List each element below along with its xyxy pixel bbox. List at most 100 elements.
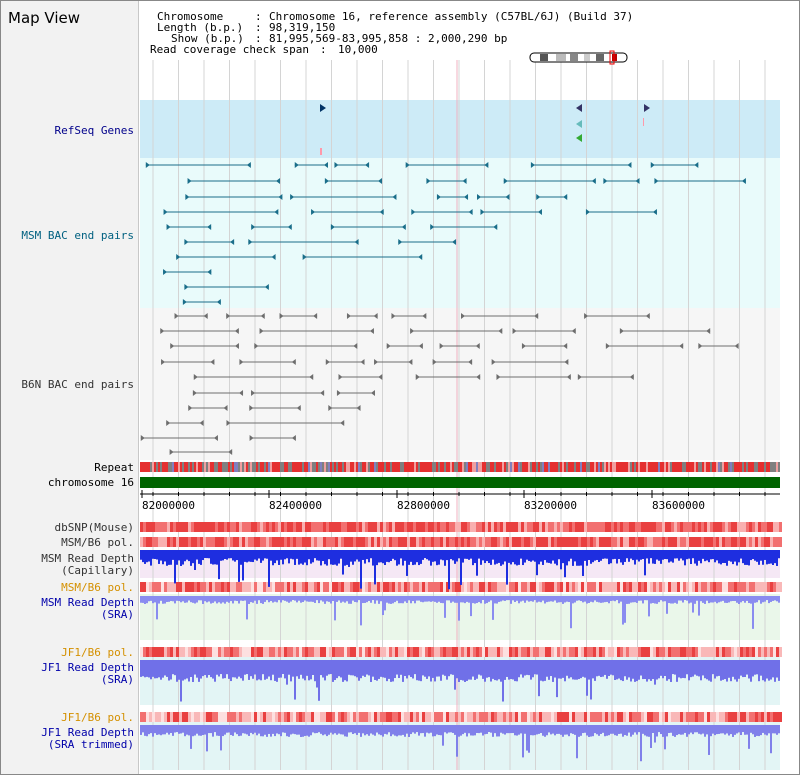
jf1-b6-pol-strip — [353, 647, 356, 657]
track-label-msm-depth-capillary[interactable]: MSM Read Depth — [41, 552, 134, 565]
jf1-b6-pol-strip — [497, 647, 500, 657]
track-label-msm-depth-sra[interactable]: MSM Read Depth — [41, 596, 134, 609]
jf1-b6-pol-strip — [173, 647, 176, 657]
dbsnp-strip — [143, 522, 146, 532]
dbsnp-strip — [704, 522, 707, 532]
jf1-trim-depth-bar — [204, 725, 206, 735]
track-label-jf1-depth-trimmed[interactable]: JF1 Read Depth — [41, 726, 134, 739]
msm-cap-depth-bar — [348, 550, 350, 567]
msm-sra-depth-bar — [626, 596, 628, 604]
jf1-sra-depth-bar — [760, 660, 762, 676]
msm-cap-depth-bar — [490, 550, 492, 565]
repeat-segment — [704, 462, 706, 472]
msm-b6-pol-strip — [752, 537, 755, 547]
jf1-b6-pol-strip-2 — [275, 712, 278, 722]
msm-b6-pol-strip-2 — [518, 582, 521, 592]
dbsnp-strip — [728, 522, 731, 532]
jf1-b6-pol-strip-2 — [704, 712, 707, 722]
dbsnp-strip — [749, 522, 752, 532]
msm-b6-pol-strip — [482, 537, 485, 547]
msm-sra-depth-bar — [670, 596, 672, 604]
jf1-b6-pol-strip-2 — [734, 712, 737, 722]
repeat-segment — [692, 462, 694, 472]
jf1-trim-depth-bar — [472, 725, 474, 736]
jf1-trim-depth-bar — [408, 725, 410, 737]
jf1-b6-pol-strip — [752, 647, 755, 657]
b6n-bac-end-marker — [234, 328, 239, 334]
msm-sra-depth-bar — [262, 596, 264, 604]
repeat-segment — [318, 462, 320, 472]
dbsnp-strip — [746, 522, 749, 532]
msm-cap-depth-bar — [636, 550, 638, 560]
jf1-b6-pol-strip-2 — [200, 712, 203, 722]
jf1-sra-depth-bar — [204, 660, 206, 676]
repeat-segment — [332, 462, 334, 472]
jf1-sra-depth-bar — [638, 660, 640, 680]
b6n-bac-end-marker — [239, 390, 244, 396]
jf1-b6-pol-strip-2 — [413, 712, 416, 722]
msm-b6-pol-strip-2 — [758, 582, 761, 592]
jf1-b6-pol-strip-2 — [575, 712, 578, 722]
jf1-sra-depth-bar — [462, 660, 464, 681]
jf1-trim-depth-bar — [242, 725, 244, 734]
track-label-refseq-genes[interactable]: RefSeq Genes — [54, 124, 134, 137]
msm-sra-depth-bar — [478, 596, 480, 603]
msm-b6-pol-strip-2 — [284, 582, 287, 592]
jf1-b6-pol-strip — [203, 647, 206, 657]
jf1-b6-pol-strip — [608, 647, 611, 657]
msm-cap-depth-bar — [626, 550, 628, 559]
repeat-segment — [244, 462, 246, 472]
track-label-msm-bac[interactable]: MSM BAC end pairs — [21, 229, 134, 242]
jf1-b6-pol-strip-2 — [284, 712, 287, 722]
repeat-segment — [256, 462, 258, 472]
jf1-b6-pol-strip — [386, 647, 389, 657]
msm-cap-depth-bar — [446, 550, 448, 561]
b6n-bac-end-marker — [328, 405, 333, 411]
jf1-b6-pol-strip — [722, 647, 725, 657]
jf1-b6-pol-strip-2 — [185, 712, 188, 722]
track-label-msm-b6-pol-1[interactable]: MSM/B6 pol. — [61, 536, 134, 549]
jf1-b6-pol-strip-2 — [374, 712, 377, 722]
msm-b6-pol-strip — [248, 537, 251, 547]
msm-b6-pol-strip — [290, 537, 293, 547]
track-label-msm-b6-pol-2[interactable]: MSM/B6 pol. — [61, 581, 134, 594]
msm-b6-pol-strip-2 — [161, 582, 164, 592]
chromosome-bar — [140, 477, 780, 488]
jf1-trim-depth-bar — [724, 725, 726, 735]
msm-b6-pol-strip — [776, 537, 779, 547]
msm-cap-depth-bar — [378, 550, 380, 563]
b6n-bac-end-marker — [734, 343, 739, 349]
track-label-b6n-bac[interactable]: B6N BAC end pairs — [21, 378, 134, 391]
track-label-jf1-b6-pol-1[interactable]: JF1/B6 pol. — [61, 646, 134, 659]
jf1-b6-pol-strip-2 — [407, 712, 410, 722]
track-label-dbsnp[interactable]: dbSNP(Mouse) — [54, 521, 134, 534]
msm-cap-depth-bar — [178, 550, 180, 561]
jf1-b6-pol-strip-2 — [662, 712, 665, 722]
jf1-sra-depth-bar — [316, 660, 318, 688]
repeat-segment — [140, 462, 142, 472]
track-label-chromosome[interactable]: chromosome 16 — [47, 476, 134, 489]
jf1-trim-depth-bar — [574, 725, 576, 735]
axis-tick-label: 83600000 — [652, 499, 705, 512]
track-label-jf1-b6-pol-2[interactable]: JF1/B6 pol. — [61, 711, 134, 724]
track-label-repeat[interactable]: Repeat — [94, 461, 134, 474]
msm-sra-depth-bar — [360, 596, 362, 626]
msm-sra-depth-bar — [610, 596, 612, 602]
repeat-segment — [340, 462, 342, 472]
msm-cap-depth-bar — [508, 550, 510, 563]
track-label-jf1-depth-sra[interactable]: JF1 Read Depth — [41, 661, 134, 674]
msm-b6-pol-strip — [680, 537, 683, 547]
repeat-segment — [640, 462, 642, 472]
msm-b6-pol-strip — [632, 537, 635, 547]
jf1-b6-pol-strip — [209, 647, 212, 657]
msm-b6-pol-strip — [293, 537, 296, 547]
jf1-trim-depth-bar — [670, 725, 672, 733]
jf1-sra-depth-bar — [714, 660, 716, 679]
msm-b6-pol-strip-2 — [374, 582, 377, 592]
jf1-trim-depth-bar — [560, 725, 562, 735]
msm-sra-depth-bar — [554, 596, 556, 601]
jf1-trim-depth-bar — [554, 725, 556, 736]
msm-bac-end-marker — [462, 178, 467, 184]
b6n-bac-end-marker — [279, 313, 284, 319]
jf1-trim-depth-bar — [182, 725, 184, 733]
